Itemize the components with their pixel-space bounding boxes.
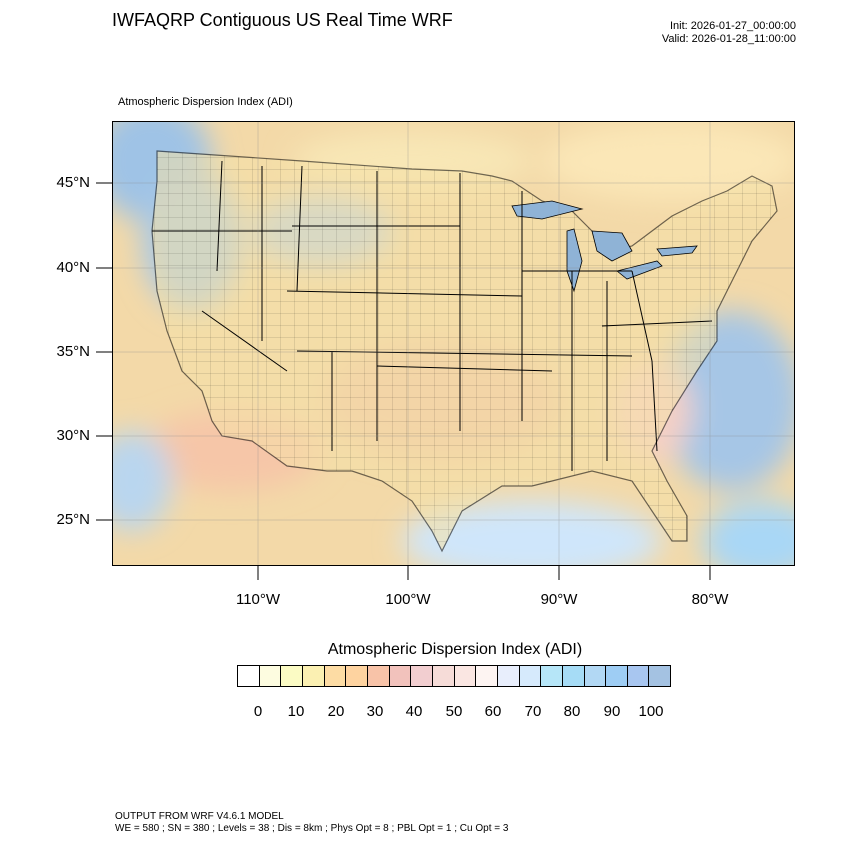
colorbar-label: 50 (445, 703, 463, 720)
valid-time: Valid: 2026-01-28_11:00:00 (661, 33, 796, 45)
colorbar-box (454, 666, 477, 686)
lat-label-45: 45°N (56, 174, 90, 191)
colorbar-box (259, 666, 282, 686)
lat-label-40: 40°N (56, 259, 90, 276)
lon-label-90: 90°W (540, 591, 578, 608)
state-boundaries (152, 160, 713, 471)
colorbar-label: 10 (287, 703, 305, 720)
colorbar-box (324, 666, 347, 686)
colorbar-box (519, 666, 542, 686)
lon-ticks (257, 566, 711, 580)
colorbar-box (389, 666, 412, 686)
map-title: IWFAQRP Contiguous US Real Time WRF (112, 10, 453, 30)
colorbar-box (649, 666, 671, 686)
lon-label-100: 100°W (385, 591, 431, 608)
colorbar (237, 665, 671, 687)
colorbar-box (541, 666, 563, 686)
colorbar-box (302, 666, 325, 686)
lat-label-30: 30°N (56, 427, 90, 444)
lon-label-110: 110°W (235, 591, 281, 608)
colorbar-label: 100 (638, 703, 664, 720)
colorbar-box (497, 666, 520, 686)
graticule (112, 121, 795, 566)
model-info-line2: WE = 580 ; SN = 380 ; Levels = 38 ; Dis … (115, 823, 509, 834)
adi-map (112, 121, 795, 566)
colorbar-label: 90 (603, 703, 621, 720)
colorbar-box (476, 666, 498, 686)
colorbar-label: 30 (366, 703, 384, 720)
colorbar-box (562, 666, 585, 686)
colorbar-label: 40 (405, 703, 423, 720)
colorbar-label: 60 (484, 703, 502, 720)
lon-label-80: 80°W (691, 591, 729, 608)
lat-label-35: 35°N (56, 343, 90, 360)
lat-ticks (96, 182, 112, 521)
colorbar-box (627, 666, 650, 686)
colorbar-box (281, 666, 303, 686)
init-time: Init: 2026-01-27_00:00:00 (670, 20, 796, 32)
colorbar-box (346, 666, 368, 686)
model-info-line1: OUTPUT FROM WRF V4.6.1 MODEL (115, 811, 284, 822)
great-lakes (511, 200, 698, 293)
colorbar-label: 20 (327, 703, 345, 720)
colorbar-label: 0 (253, 703, 263, 720)
colorbar-box (584, 666, 607, 686)
colorbar-box (367, 666, 390, 686)
lat-label-25: 25°N (56, 511, 90, 528)
map-border (112, 121, 795, 566)
colorbar-title: Atmospheric Dispersion Index (ADI) (327, 641, 583, 658)
map-subtitle: Atmospheric Dispersion Index (ADI) (118, 96, 293, 108)
colorbar-label: 70 (524, 703, 542, 720)
colorbar-box (411, 666, 433, 686)
colorbar-label: 80 (563, 703, 581, 720)
colorbar-box (606, 666, 628, 686)
colorbar-box (432, 666, 455, 686)
colorbar-box (238, 666, 260, 686)
